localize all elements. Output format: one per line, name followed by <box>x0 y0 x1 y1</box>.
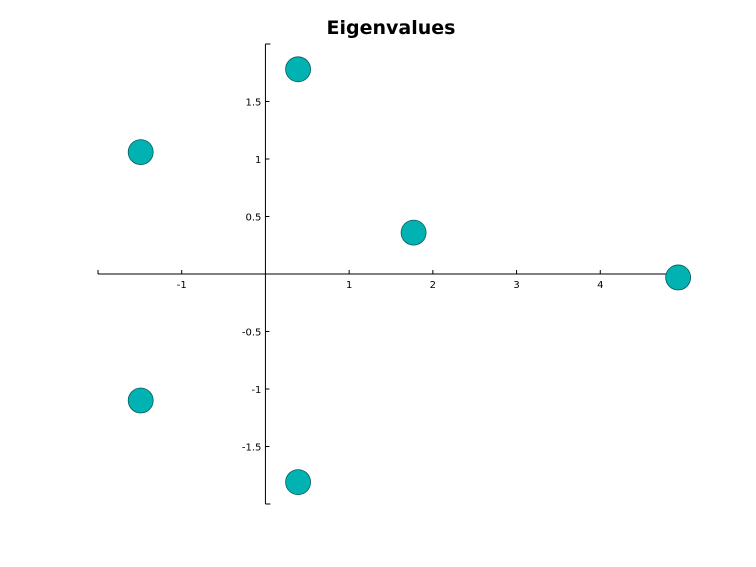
eigenvalue-point <box>400 219 427 246</box>
chart-title: Eigenvalues <box>327 17 456 39</box>
y-tick-label: -1 <box>251 385 261 396</box>
y-tick-label: -0.5 <box>242 328 262 339</box>
eigenvalue-point <box>285 469 311 496</box>
ticks: -1 1 2 3 4 1.5 1 0.5 -0.5 -1 -1.5 <box>177 98 604 454</box>
data-points <box>127 56 692 496</box>
x-tick-label: 1 <box>346 280 352 291</box>
y-tick-label: 1.5 <box>246 98 262 109</box>
eigenvalue-point <box>665 264 692 291</box>
x-tick-label: 3 <box>513 280 519 291</box>
eigenvalue-point <box>127 387 154 414</box>
x-tick-label: -1 <box>177 280 187 291</box>
y-tick-label: 1 <box>255 155 261 166</box>
x-tick-label: 4 <box>597 280 603 291</box>
y-tick-label: -1.5 <box>242 443 262 454</box>
axes <box>97 43 684 505</box>
eigenvalue-point <box>127 139 154 166</box>
y-tick-label: 0.5 <box>246 213 262 224</box>
x-tick-label: 2 <box>430 280 436 291</box>
eigenvalue-point <box>285 56 311 83</box>
